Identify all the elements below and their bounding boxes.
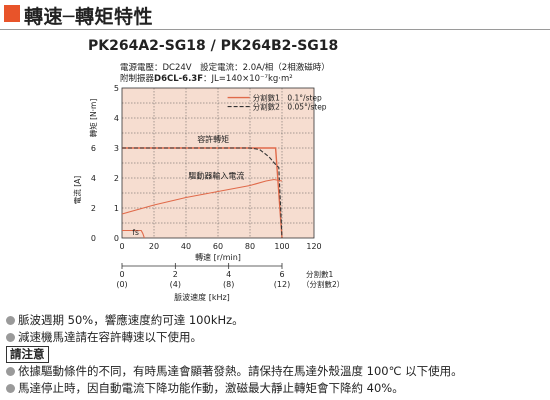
legend-label-div1: 分割數1 0.1°/step	[253, 93, 322, 103]
y-tick-label-outer: 0	[114, 234, 119, 243]
y-axis-label-torque: 轉矩 [N·m]	[88, 99, 98, 138]
conditions-inertia: ：JL=140×10⁻⁷kg·m²	[203, 74, 293, 84]
conditions-line-1: 電源電壓：DC24V 設定電流：2.0A/相（2相激磁時）	[120, 63, 330, 73]
note-allowable-speed: 減速機馬達請在容許轉速以下使用。	[6, 329, 202, 345]
pulse-axis-label: 脈波速度 [kHz]	[174, 292, 230, 302]
bullet-icon	[6, 316, 15, 325]
note-text: 減速機馬達請在容許轉速以下使用。	[18, 330, 202, 344]
damper-model: D6CL-6.3F	[154, 74, 204, 84]
y-axis-label-current: 電流 [A]	[72, 176, 82, 204]
note-text: 馬達停止時，因自動電流下降功能作動，激磁最大靜止轉矩會下降約 40%。	[18, 381, 404, 395]
pulse-div1-label: 分割數1	[306, 269, 333, 279]
note-holding-torque: 馬達停止時，因自動電流下降功能作動，激磁最大靜止轉矩會下降約 40%。	[6, 380, 404, 396]
pulse-tick-label-div1: 4	[226, 270, 231, 279]
x-tick-label: 40	[181, 242, 191, 251]
y-tick-label-inner: 0	[91, 234, 96, 243]
x-tick-label: 20	[149, 242, 159, 251]
model-numbers: PK264A2-SG18 / PK264B2-SG18	[88, 38, 339, 54]
plot-frame	[121, 87, 315, 239]
x-tick-label: 100	[274, 242, 289, 251]
pulse-tick-label-div2: (12)	[274, 280, 290, 289]
pulse-tick-label-div2: (4)	[170, 280, 181, 289]
pulse-tick-label-div1: 2	[173, 270, 178, 279]
legend-label-div2: 分割數2 0.05°/step	[253, 102, 327, 112]
pulse-tick-label-div1: 6	[279, 270, 284, 279]
x-tick-label: 0	[119, 242, 124, 251]
annotation-fs: fs	[132, 228, 139, 237]
y-tick-label-outer: 3	[114, 144, 119, 153]
y-tick-label-inner: 6	[91, 144, 96, 153]
bullet-icon	[6, 367, 15, 376]
pulse-tick-label-div2: (0)	[116, 280, 127, 289]
header-accent-square	[4, 5, 20, 22]
page-title: 轉速─轉矩特性	[24, 6, 153, 28]
note-text: 脈波週期 50%，響應速度約可達 100kHz。	[18, 313, 244, 327]
x-tick-label: 120	[306, 242, 321, 251]
x-tick-label: 80	[245, 242, 255, 251]
x-tick-label: 60	[213, 242, 223, 251]
pulse-tick-label-div2: (8)	[223, 280, 234, 289]
y-tick-label-inner: 2	[91, 204, 96, 213]
conditions-prefix: 附制振器	[120, 74, 155, 84]
note-text: 依據驅動條件的不同，有時馬達會顯著發熱。請保持在馬達外殼溫度 100℃ 以下使用…	[18, 364, 463, 378]
y-tick-label-outer: 1	[114, 204, 119, 213]
note-pulse-duty: 脈波週期 50%，響應速度約可達 100kHz。	[6, 312, 244, 328]
warning-label: 請注意	[6, 346, 49, 363]
annotation-allowable-torque: 容許轉矩	[197, 134, 229, 144]
bullet-icon	[6, 384, 15, 393]
x-axis-label: 轉速 [r/min]	[195, 252, 241, 262]
conditions-line-2: 附制振器D6CL-6.3F：JL=140×10⁻⁷kg·m²	[120, 72, 293, 84]
y-tick-label-inner: 4	[91, 174, 96, 183]
y-tick-label-outer: 4	[114, 114, 119, 123]
note-motor-heat: 依據驅動條件的不同，有時馬達會顯著發熱。請保持在馬達外殼溫度 100℃ 以下使用…	[6, 363, 463, 379]
pulse-tick-label-div1: 0	[119, 270, 124, 279]
annotation-driver-current: 驅動器輸入電流	[188, 171, 244, 181]
series-line-1	[122, 147, 283, 239]
pulse-div2-label: （分割數2）	[302, 279, 344, 289]
header-divider	[0, 29, 550, 30]
series-line-2	[121, 178, 283, 215]
series-line-3	[122, 229, 145, 239]
y-tick-label-outer: 2	[114, 174, 119, 183]
bullet-icon	[6, 333, 15, 342]
y-tick-label-outer: 5	[114, 84, 119, 93]
